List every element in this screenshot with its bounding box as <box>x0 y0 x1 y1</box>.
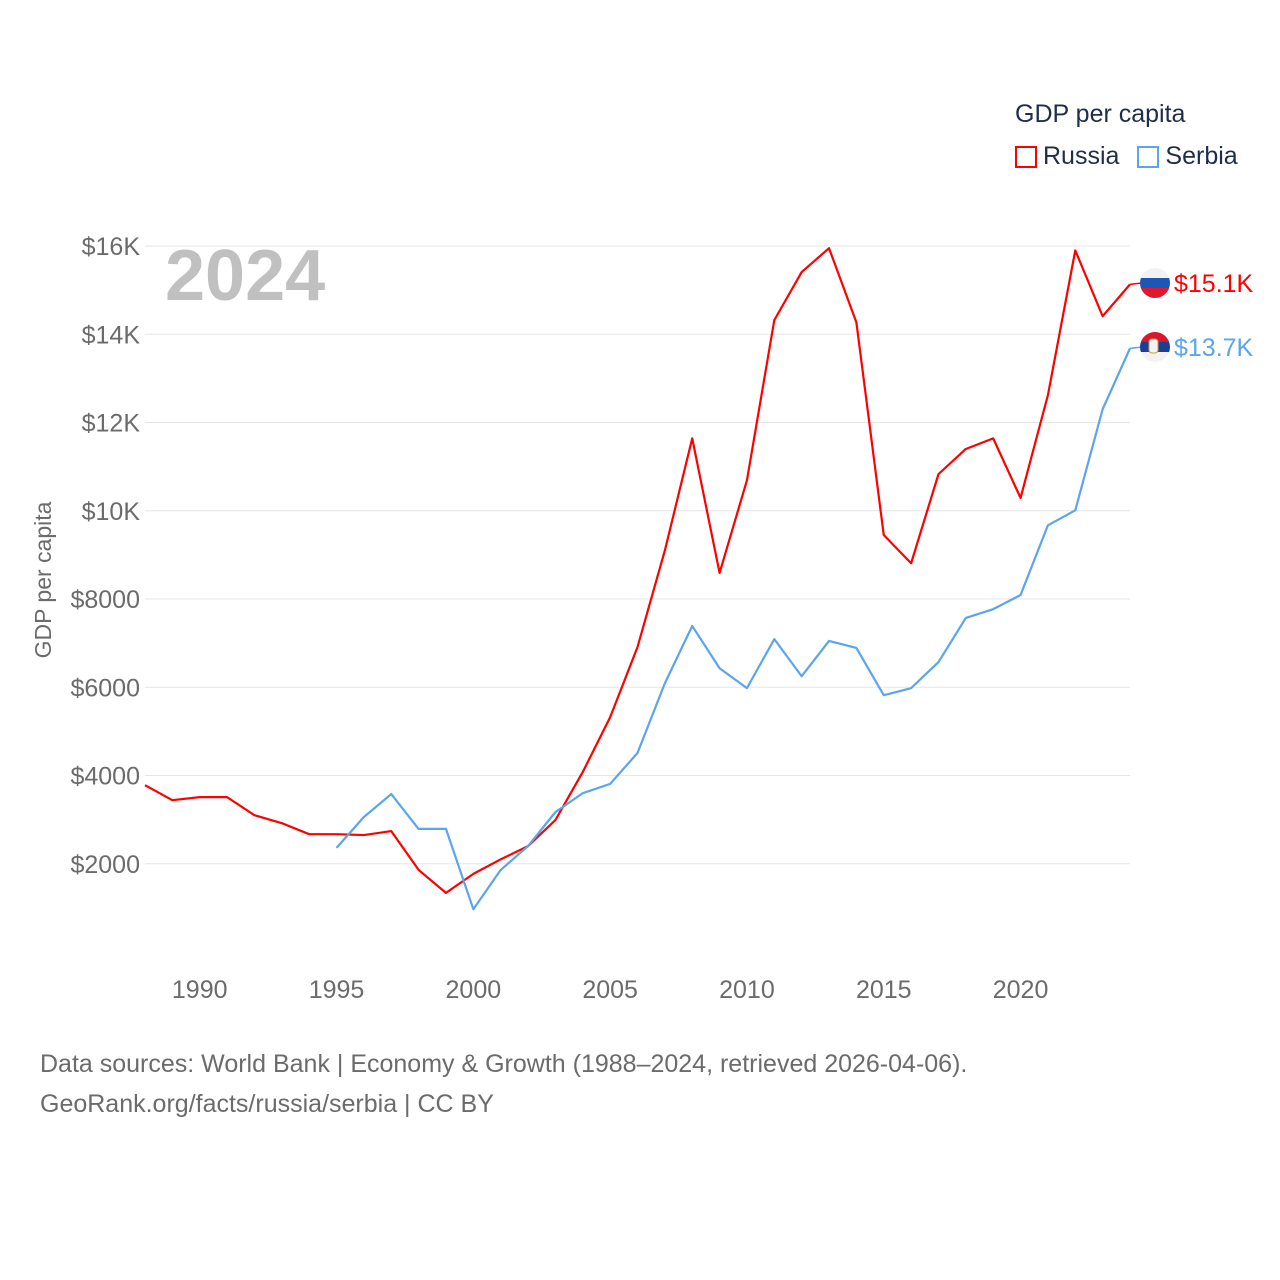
x-tick-label: 2010 <box>719 976 775 1004</box>
legend-title: GDP per capita <box>1015 100 1186 128</box>
flag-stripe <box>1140 332 1170 342</box>
legend-label-serbia: Serbia <box>1165 142 1238 170</box>
legend-item-russia[interactable]: Russia <box>1015 142 1119 171</box>
legend-item-serbia[interactable]: Serbia <box>1137 142 1238 171</box>
serbia-flag-icon <box>1140 332 1170 362</box>
y-tick-label: $2000 <box>70 851 140 879</box>
y-tick-label: $14K <box>82 321 141 349</box>
series-line-serbia <box>335 347 1132 911</box>
x-tick-label: 2000 <box>446 976 502 1004</box>
source-line-2[interactable]: GeoRank.org/facts/russia/serbia | CC BY <box>40 1090 494 1118</box>
coat-of-arms <box>1148 338 1159 354</box>
legend-swatch-serbia <box>1137 145 1160 168</box>
legend-label-russia: Russia <box>1043 142 1120 170</box>
legend: Russia Serbia <box>1015 142 1238 171</box>
source-line-1: Data sources: World Bank | Economy & Gro… <box>40 1050 968 1078</box>
y-axis-label: GDP per capita <box>30 501 56 658</box>
x-tick-label: 2020 <box>993 976 1049 1004</box>
end-value-label: $15.1K <box>1174 270 1254 298</box>
legend-swatch-russia <box>1015 145 1037 168</box>
end-value-label: $13.7K <box>1174 334 1254 362</box>
year-watermark: 2024 <box>165 236 325 316</box>
series-line-russia <box>144 247 1131 894</box>
y-tick-label: $16K <box>82 233 141 261</box>
y-tick-label: $12K <box>82 410 141 438</box>
leader-line <box>1129 346 1143 350</box>
y-tick-label: $4000 <box>70 763 140 791</box>
y-tick-label: $10K <box>82 498 141 526</box>
source-note: Data sources: World Bank | Economy & Gro… <box>40 1044 967 1124</box>
x-tick-label: 1995 <box>309 976 365 1004</box>
line-chart: 2024 GDP per capita $2000 $4000 $6000 $8000… <box>30 233 1254 1004</box>
leader-line <box>1129 282 1143 286</box>
x-tick-label: 2005 <box>582 976 638 1004</box>
flag-stripe <box>1140 352 1170 362</box>
y-tick-label: $8000 <box>70 586 140 614</box>
x-tick-label: 2015 <box>856 976 912 1004</box>
russia-flag-icon <box>1140 268 1170 298</box>
flag-stripe <box>1140 288 1170 298</box>
y-tick-label: $6000 <box>70 674 140 702</box>
flag-stripe <box>1140 268 1170 278</box>
flag-stripe <box>1140 278 1170 288</box>
x-tick-label: 1990 <box>172 976 228 1004</box>
